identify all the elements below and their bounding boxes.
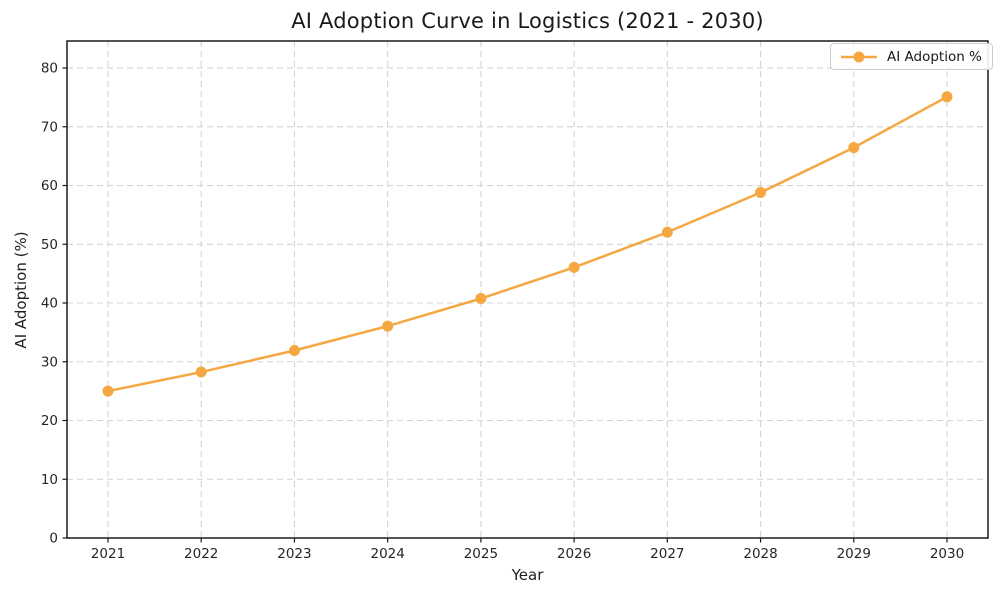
data-point-2026	[568, 261, 580, 273]
data-point-2022	[195, 366, 207, 378]
x-tick-label: 2028	[743, 546, 777, 562]
y-tick-label: 60	[41, 178, 58, 194]
x-tick-label: 2029	[837, 546, 871, 562]
x-tick-label: 2024	[370, 546, 404, 562]
y-tick-label: 20	[41, 413, 58, 429]
x-tick-label: 2022	[184, 546, 218, 562]
x-tick-label: 2027	[650, 546, 684, 562]
data-point-2028	[755, 187, 767, 199]
x-axis-label: Year	[511, 566, 544, 584]
data-point-2024	[382, 320, 394, 332]
x-tick-label: 2030	[930, 546, 964, 562]
y-axis-label-text: AI Adoption (%)	[12, 231, 30, 349]
x-tick-label: 2023	[277, 546, 311, 562]
data-point-2029	[848, 142, 860, 154]
y-tick-label: 40	[41, 296, 58, 312]
y-tick-label: 0	[49, 531, 58, 547]
y-tick-label: 10	[41, 472, 58, 488]
y-tick-label: 50	[41, 237, 58, 253]
series-line	[107, 95, 948, 393]
data-point-2027	[661, 226, 673, 238]
y-tick-label: 30	[41, 354, 58, 370]
data-point-2023	[288, 344, 300, 356]
data-point-2030	[941, 91, 953, 103]
x-tick-label: 2021	[91, 546, 125, 562]
y-tick-label: 80	[41, 61, 58, 77]
x-tick-label: 2026	[557, 546, 591, 562]
axes-frame	[66, 40, 989, 539]
data-point-2025	[475, 293, 487, 305]
legend: AI Adoption %	[830, 43, 993, 70]
legend-marker-icon	[841, 51, 877, 62]
data-point-2021	[102, 385, 114, 397]
y-tick-label: 70	[41, 119, 58, 135]
chart-title: AI Adoption Curve in Logistics (2021 - 2…	[291, 9, 764, 33]
legend-label: AI Adoption %	[887, 48, 982, 65]
x-tick-label: 2025	[464, 546, 498, 562]
